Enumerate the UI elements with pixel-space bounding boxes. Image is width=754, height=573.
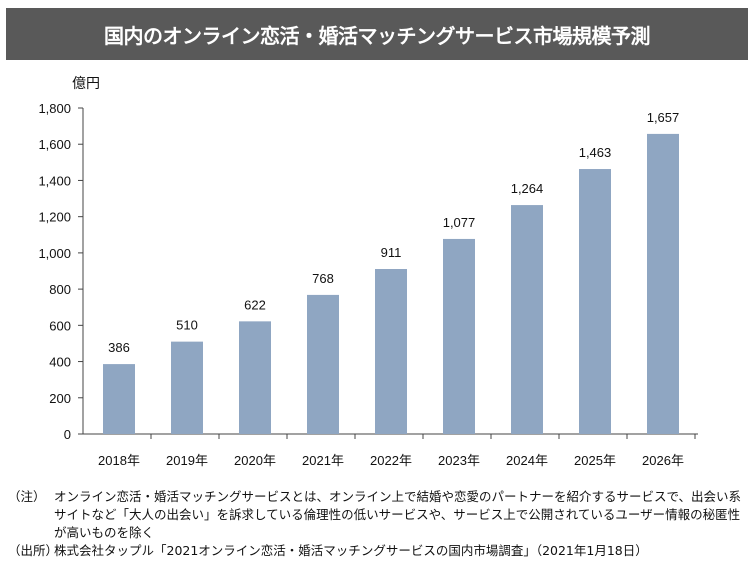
y-tick-label: 1,400 (38, 173, 71, 188)
bar (511, 205, 543, 434)
y-tick-label: 1,200 (38, 210, 71, 225)
chart-title: 国内のオンライン恋活・婚活マッチングサービス市場規模予測 (6, 8, 748, 60)
note-label: （注） (8, 489, 46, 504)
x-tick-label: 2018年 (98, 453, 140, 468)
y-tick-label: 0 (64, 427, 71, 442)
data-label: 1,463 (579, 145, 612, 160)
x-tick-label: 2023年 (438, 453, 480, 468)
x-tick-label: 2024年 (506, 453, 548, 468)
y-tick-label: 200 (49, 391, 71, 406)
y-tick-label: 600 (49, 318, 71, 333)
bar (375, 269, 407, 434)
y-tick-label: 800 (49, 282, 71, 297)
data-label: 386 (108, 340, 130, 355)
x-tick-label: 2020年 (234, 453, 276, 468)
data-label: 1,657 (647, 110, 680, 125)
bar (103, 364, 135, 434)
x-tick-label: 2026年 (642, 453, 684, 468)
source-label: （出所） (8, 543, 59, 558)
y-axis-label: 億円 (72, 75, 100, 91)
x-tick-label: 2019年 (166, 453, 208, 468)
bar (579, 169, 611, 435)
bar-chart: 億円 0 200 400 600 800 1,000 1,200 1,400 1,600 1,800… (38, 75, 698, 468)
bar (307, 294, 339, 434)
y-tick-label: 400 (49, 355, 71, 370)
note-text: オンライン恋活・婚活マッチングサービスとは、オンライン上で結婚や恋愛のパートナー… (54, 489, 742, 540)
data-label: 1,264 (511, 181, 544, 196)
data-label: 768 (312, 271, 334, 286)
data-label: 510 (176, 318, 198, 333)
y-tick-label: 1,600 (38, 137, 71, 152)
data-label: 1,077 (443, 215, 476, 230)
bar (443, 238, 475, 434)
x-tick-label: 2025年 (574, 453, 616, 468)
bar (647, 133, 679, 434)
y-tick-label: 1,000 (38, 246, 71, 261)
y-tick-label: 1,800 (38, 101, 71, 116)
x-tick-label: 2021年 (302, 453, 344, 468)
source-text: 株式会社タップル「2021オンライン恋活・婚活マッチングサービスの国内市場調査」… (54, 543, 648, 558)
bar (171, 341, 203, 434)
data-label: 911 (381, 245, 402, 260)
notes: （注） オンライン恋活・婚活マッチングサービスとは、オンライン上で結婚や恋愛のパ… (8, 488, 744, 560)
bar (239, 321, 271, 434)
data-label: 622 (244, 297, 266, 312)
x-tick-label: 2022年 (370, 453, 412, 468)
